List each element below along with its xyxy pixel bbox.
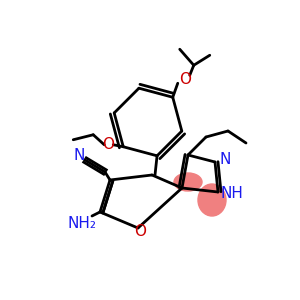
Text: N: N <box>73 148 85 164</box>
Text: N: N <box>219 152 231 166</box>
Text: NH: NH <box>220 187 243 202</box>
Ellipse shape <box>198 184 226 216</box>
Text: O: O <box>179 72 191 87</box>
Ellipse shape <box>174 173 202 191</box>
Text: O: O <box>102 137 114 152</box>
Text: NH₂: NH₂ <box>68 217 97 232</box>
Text: O: O <box>134 224 146 238</box>
